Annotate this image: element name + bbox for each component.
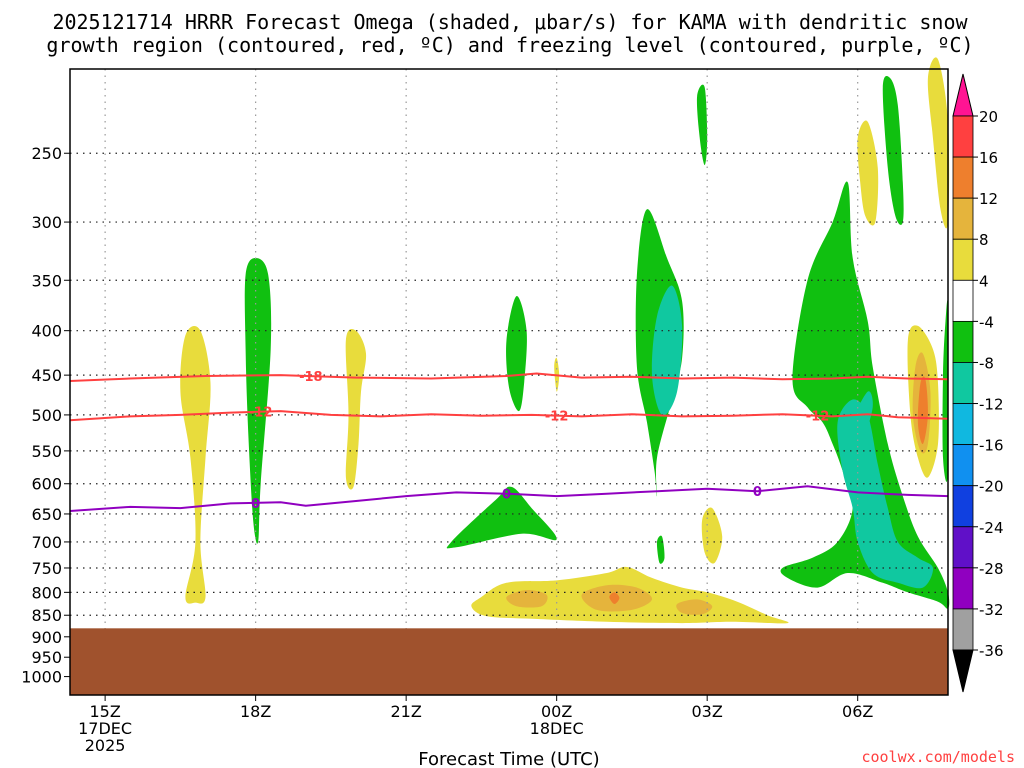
y-tick-label-300: 300 <box>31 213 62 232</box>
colorbar-segment-6 <box>952 362 974 404</box>
y-tick-label-1000: 1000 <box>21 668 62 687</box>
contour-line-0 <box>69 485 949 512</box>
colorbar-label--32: -32 <box>979 601 1004 619</box>
omega-region-down4-10 <box>696 84 708 166</box>
omega-region-up8-25 <box>676 599 713 615</box>
colorbar-segment-9 <box>952 485 974 528</box>
plot-border <box>69 68 949 696</box>
x-axis-label: Forecast Time (UTC) <box>418 749 599 768</box>
source-credit: coolwx.com/models <box>861 748 1015 766</box>
omega-region-up4-11 <box>701 507 723 564</box>
x-tick-label-15Z-2: 2025 <box>85 736 126 755</box>
x-tick-label-15Z-1: 17DEC <box>78 719 132 738</box>
x-tick-label-21Z-0: 21Z <box>390 702 421 721</box>
colorbar-label-20: 20 <box>979 108 998 126</box>
omega-region-down8-7 <box>651 285 683 416</box>
contour-line--12 <box>69 410 949 422</box>
omega-shading <box>180 57 950 624</box>
omega-region-down4-3 <box>506 296 527 412</box>
y-tick-label-700: 700 <box>31 533 62 552</box>
omega-region-up4-17 <box>927 57 950 229</box>
colorbar-label-12: 12 <box>979 190 998 208</box>
colorbar-segment-0 <box>952 115 974 158</box>
colorbar-bottom-triangle <box>952 649 974 693</box>
omega-region-up8-23 <box>506 589 548 608</box>
y-tick-label-250: 250 <box>31 144 62 163</box>
y-tick-label-850: 850 <box>31 606 62 625</box>
colorbar-segment-10 <box>952 526 974 569</box>
colorbar-segment-11 <box>952 567 974 610</box>
colorbar-segment-7 <box>952 403 974 446</box>
colorbar-segment-12 <box>952 608 974 651</box>
colorbar-legend: 20 16 12 8 4 -4 -8 -12 -16 -20 -24 -28 -32 -36 <box>952 73 1004 693</box>
omega-region-down8-13 <box>837 399 934 589</box>
omega-region-down4-15 <box>882 75 904 225</box>
omega-region-up4-0 <box>180 325 211 604</box>
y-tick-label-400: 400 <box>31 322 62 341</box>
x-tick-label-06Z-0: 06Z <box>842 702 873 721</box>
y-tick-label-900: 900 <box>31 628 62 647</box>
omega-region-down4-9 <box>656 535 665 564</box>
colorbar-label--8: -8 <box>979 354 994 372</box>
omega-region-up12-26 <box>609 592 620 605</box>
omega-region-up12-20 <box>917 376 928 445</box>
colorbar-segment-8 <box>952 444 974 487</box>
omega-region-down4-1 <box>244 258 272 544</box>
y-tick-label-600: 600 <box>31 475 62 494</box>
omega-region-up4-2 <box>345 328 367 490</box>
y-axis-pressure-ticks: 250 300 350 400 450 500 550 600 650 700 750 800 850 9… <box>21 144 70 687</box>
ground-terrain <box>70 628 948 695</box>
x-tick-label-00Z-1: 18DEC <box>530 719 584 738</box>
chart-title-line2: growth region (contoured, red, ºC) and f… <box>46 33 973 57</box>
contour-label-0: 0 <box>251 497 260 512</box>
contour-label-0b: 0 <box>502 488 511 503</box>
colorbar-top-triangle <box>952 73 974 117</box>
omega-region-down4-21 <box>942 300 949 482</box>
y-tick-label-950: 950 <box>31 648 62 667</box>
contour-label-0c: 0 <box>753 485 762 500</box>
colorbar-segment-1 <box>952 156 974 199</box>
colorbar-segment-2 <box>952 197 974 240</box>
y-tick-label-450: 450 <box>31 366 62 385</box>
y-tick-label-350: 350 <box>31 271 62 290</box>
colorbar-label--12: -12 <box>979 396 1004 414</box>
grid-lines <box>70 69 948 695</box>
colorbar-label--28: -28 <box>979 560 1004 578</box>
colorbar-label--20: -20 <box>979 478 1004 496</box>
colorbar-segment-5 <box>952 320 974 363</box>
y-tick-label-800: 800 <box>31 583 62 602</box>
x-tick-label-03Z-0: 03Z <box>692 702 723 721</box>
contour-label--12: -12 <box>249 406 273 421</box>
y-tick-label-550: 550 <box>31 442 62 461</box>
temperature-contours: -18 -12 -12 -12 0 0 0 <box>69 370 949 512</box>
omega-region-up4-16 <box>857 120 879 226</box>
contour-label--12c: -12 <box>806 410 830 425</box>
colorbar-label-8: 8 <box>979 231 989 249</box>
x-tick-label-15Z-0: 15Z <box>89 702 120 721</box>
colorbar-segment-3 <box>952 238 974 281</box>
colorbar-label--24: -24 <box>979 519 1004 537</box>
colorbar-label-4: 4 <box>979 272 989 290</box>
x-tick-label-00Z-0: 00Z <box>541 702 572 721</box>
contour-line--18 <box>69 372 949 382</box>
colorbar-label--36: -36 <box>979 642 1004 660</box>
y-tick-label-750: 750 <box>31 559 62 578</box>
omega-region-down8-8 <box>666 323 675 369</box>
x-tick-label-18Z-0: 18Z <box>240 702 271 721</box>
contour-label--18: -18 <box>299 370 323 385</box>
colorbar-label-16: 16 <box>979 149 998 167</box>
chart-title-line1: 2025121714 HRRR Forecast Omega (shaded, … <box>52 10 968 34</box>
colorbar-segment-4 <box>952 279 974 322</box>
colorbar-label--16: -16 <box>979 437 1004 455</box>
colorbar-label--4: -4 <box>979 313 994 331</box>
plot-area: -18 -12 -12 -12 0 0 0 <box>69 57 950 696</box>
y-tick-label-500: 500 <box>31 406 62 425</box>
y-tick-label-650: 650 <box>31 505 62 524</box>
contour-label--12b: -12 <box>545 410 569 425</box>
omega-region-down4-5 <box>446 486 557 549</box>
